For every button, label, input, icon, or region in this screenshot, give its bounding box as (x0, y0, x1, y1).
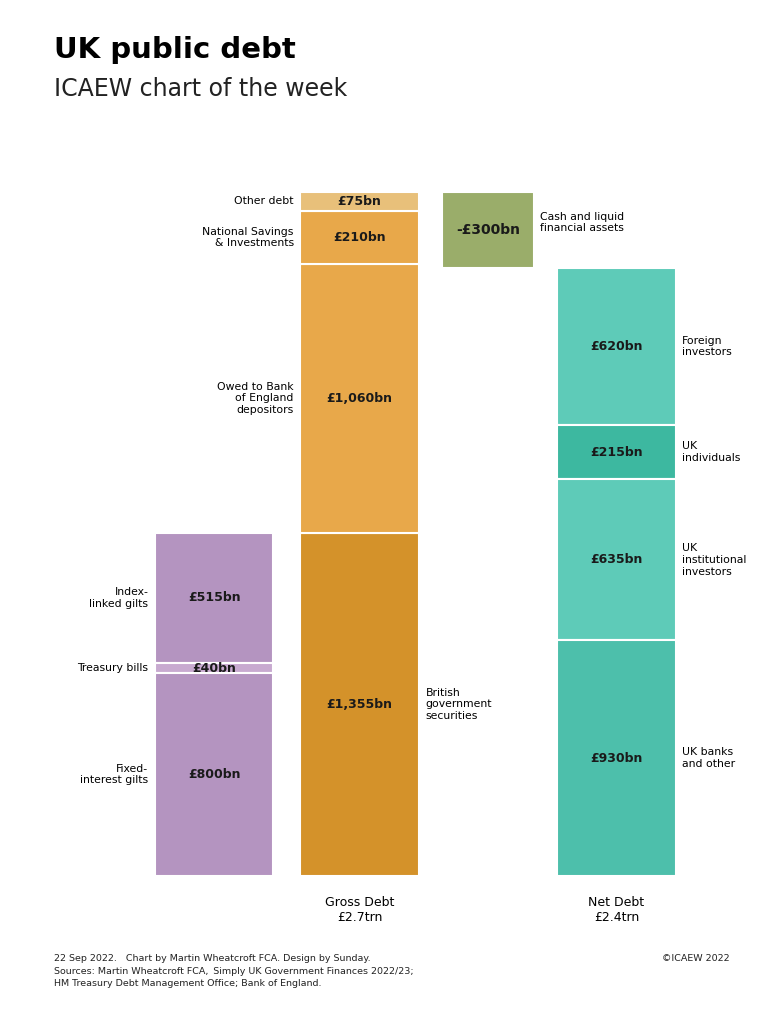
Text: £215bn: £215bn (590, 445, 643, 459)
Text: Treasury bills: Treasury bills (78, 664, 148, 673)
Text: Other debt: Other debt (234, 197, 293, 207)
Text: £930bn: £930bn (591, 752, 643, 765)
Text: National Savings
& Investments: National Savings & Investments (202, 226, 293, 249)
Bar (155, 532, 273, 664)
Bar (558, 479, 676, 640)
Text: 22 Sep 2022.   Chart by Martin Wheatcroft FCA. Design by Sunday.
Sources: Martin: 22 Sep 2022. Chart by Martin Wheatcroft … (54, 954, 413, 988)
Text: ICAEW chart of the week: ICAEW chart of the week (54, 77, 347, 100)
Bar (558, 640, 676, 876)
Bar (300, 211, 419, 264)
Text: UK
institutional
investors: UK institutional investors (682, 544, 746, 577)
Text: £210bn: £210bn (333, 231, 386, 244)
Text: £620bn: £620bn (590, 340, 643, 353)
Bar (558, 268, 676, 425)
Text: Fixed-
interest gilts: Fixed- interest gilts (80, 764, 148, 785)
Text: £635bn: £635bn (591, 553, 643, 566)
Bar (155, 674, 273, 876)
Bar (155, 664, 273, 674)
Text: UK banks
and other: UK banks and other (682, 748, 736, 769)
Bar (558, 425, 676, 479)
Text: Index-
linked gilts: Index- linked gilts (89, 587, 148, 608)
Bar (300, 532, 419, 876)
Text: Gross Debt
£2.7trn: Gross Debt £2.7trn (325, 896, 394, 925)
Text: British
government
securities: British government securities (425, 688, 492, 721)
Text: UK public debt: UK public debt (54, 36, 296, 63)
Bar (300, 264, 419, 532)
Text: Net Debt
£2.4trn: Net Debt £2.4trn (588, 896, 644, 925)
Text: ©ICAEW 2022: ©ICAEW 2022 (662, 954, 730, 964)
Text: £75bn: £75bn (338, 195, 382, 208)
Text: Foreign
investors: Foreign investors (682, 336, 732, 357)
Text: Owed to Bank
of England
depositors: Owed to Bank of England depositors (217, 382, 293, 415)
Text: £800bn: £800bn (188, 768, 240, 781)
Text: -£300bn: -£300bn (456, 223, 520, 237)
Text: £1,355bn: £1,355bn (326, 697, 392, 711)
Text: UK
individuals: UK individuals (682, 441, 740, 463)
Text: Cash and liquid
financial assets: Cash and liquid financial assets (541, 212, 624, 233)
Bar (442, 191, 534, 268)
Text: £515bn: £515bn (188, 592, 240, 604)
Text: £1,060bn: £1,060bn (326, 392, 392, 404)
Text: £40bn: £40bn (192, 662, 237, 675)
Bar (300, 191, 419, 211)
